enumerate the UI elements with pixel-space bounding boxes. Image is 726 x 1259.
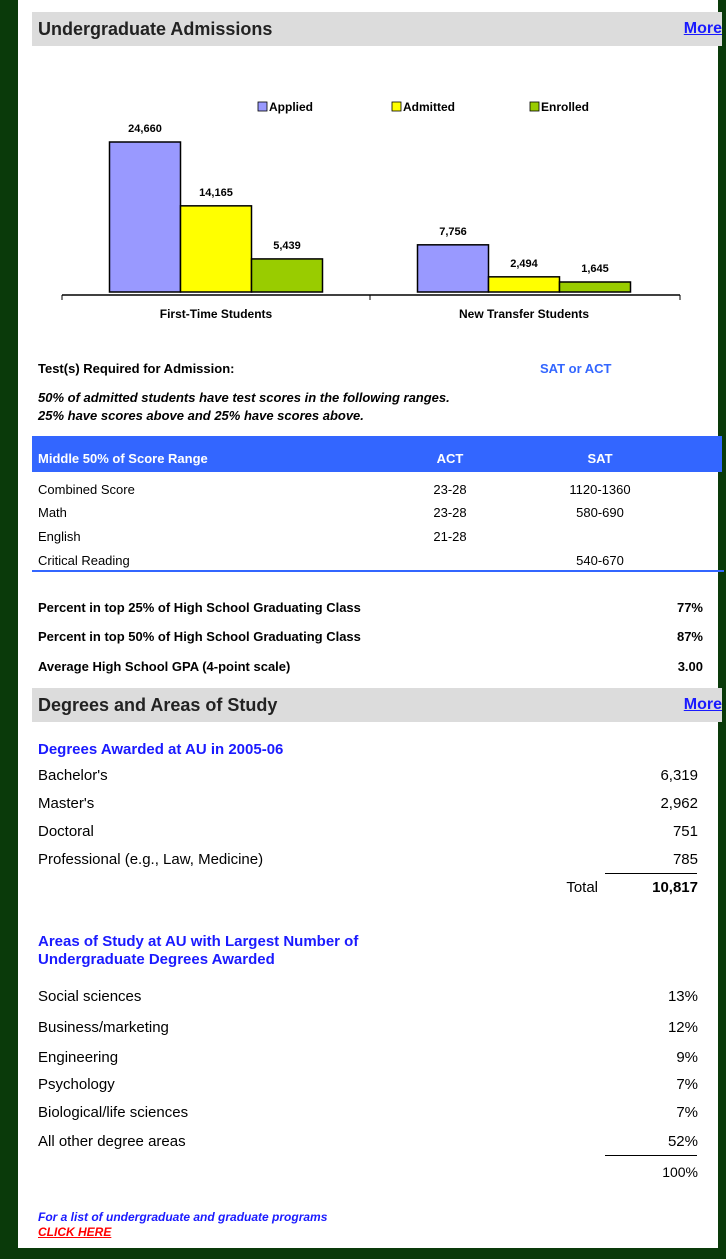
subheading: Degrees Awarded at AU in 2005-06 <box>38 741 284 758</box>
table-header <box>32 436 722 472</box>
area-value: 7% <box>676 1104 698 1121</box>
area-value: 7% <box>676 1076 698 1093</box>
sum-rule <box>605 873 697 874</box>
row-label: English <box>38 529 81 544</box>
header-cell: ACT <box>436 451 464 466</box>
act-cell: 23-28 <box>433 505 467 520</box>
stat-value: 87% <box>676 629 703 644</box>
degree-value: 751 <box>672 823 698 840</box>
sat-cell: 580-690 <box>576 505 624 520</box>
section-title: Undergraduate Admissions <box>38 19 273 39</box>
value-label: 14,165 <box>199 187 233 199</box>
area-value: 13% <box>667 988 698 1005</box>
tests-note: 50% of admitted students have test score… <box>38 390 450 405</box>
total-label: Total <box>566 879 598 896</box>
more-link[interactable]: More <box>683 20 722 37</box>
subheading: Undergraduate Degrees Awarded <box>38 951 275 968</box>
area-label: Engineering <box>38 1049 119 1066</box>
row-label: Critical Reading <box>38 553 130 568</box>
stat-value: 3.00 <box>677 659 703 674</box>
section-header: Undergraduate Admissions More <box>32 12 722 46</box>
area-value: 12% <box>667 1019 698 1036</box>
header-cell: SAT <box>587 451 613 466</box>
tests-note: 25% have scores above and 25% have score… <box>38 408 364 423</box>
degree-label: Bachelor's <box>38 767 108 784</box>
bar <box>416 244 490 293</box>
bar <box>558 281 632 293</box>
row-label: Math <box>38 505 67 520</box>
degree-value: 2,962 <box>660 795 698 812</box>
total-value: 10,817 <box>652 879 698 896</box>
sat-cell: 1120-1360 <box>569 482 631 497</box>
footer-link[interactable]: CLICK HERE <box>38 1225 112 1239</box>
legend-swatch <box>529 101 540 112</box>
sat-cell: 540-670 <box>576 553 624 568</box>
degree-value: 785 <box>672 851 698 868</box>
degree-label: Doctoral <box>38 823 94 840</box>
content-panel: Undergraduate Admissions More Applied Adm… <box>18 0 724 1248</box>
area-label: Psychology <box>38 1076 115 1093</box>
footer-text: For a list of undergraduate and graduate… <box>38 1210 328 1224</box>
legend-label: Admitted <box>403 100 455 114</box>
bar <box>250 258 324 293</box>
act-cell: 21-28 <box>433 529 467 544</box>
area-label: Social sciences <box>38 988 142 1005</box>
header-cell: Middle 50% of Score Range <box>38 451 208 466</box>
table-rule <box>32 570 724 572</box>
category-label: First-Time Students <box>160 307 273 321</box>
bar <box>179 205 253 293</box>
value-label: 24,660 <box>128 123 162 135</box>
act-cell: 23-28 <box>433 482 467 497</box>
value-label: 1,645 <box>581 263 609 275</box>
area-value: 9% <box>676 1049 698 1066</box>
tests-label: Test(s) Required for Admission: <box>38 361 235 376</box>
stat-label: Average High School GPA (4-point scale) <box>38 659 291 674</box>
tests-value: SAT or ACT <box>540 361 612 376</box>
degree-value: 6,319 <box>660 767 698 784</box>
bar-chart: Applied Admitted Enrolled First-Time Studen… <box>61 100 681 321</box>
stat-label: Percent in top 25% of High School Gradua… <box>38 600 361 615</box>
area-label: Biological/life sciences <box>38 1104 189 1121</box>
row-label: Combined Score <box>38 482 135 497</box>
bar <box>487 276 561 293</box>
stat-value: 77% <box>676 600 703 615</box>
category-label: New Transfer Students <box>459 307 589 321</box>
area-label: All other degree areas <box>38 1133 186 1150</box>
value-label: 5,439 <box>273 240 301 252</box>
legend-swatch <box>391 101 402 112</box>
legend-label: Enrolled <box>541 100 589 114</box>
value-label: 2,494 <box>510 258 538 270</box>
areas-total: 100% <box>662 1164 698 1180</box>
area-value: 52% <box>667 1133 698 1150</box>
sum-rule <box>605 1155 697 1156</box>
bar <box>108 141 182 293</box>
section-title: Degrees and Areas of Study <box>38 695 278 715</box>
stat-label: Percent in top 50% of High School Gradua… <box>38 629 361 644</box>
area-label: Business/marketing <box>38 1019 169 1036</box>
legend-label: Applied <box>269 100 313 114</box>
degree-label: Master's <box>38 795 95 812</box>
section-header: Degrees and Areas of Study More <box>32 688 722 722</box>
more-link[interactable]: More <box>683 696 722 713</box>
legend-swatch <box>257 101 268 112</box>
degree-label: Professional (e.g., Law, Medicine) <box>38 851 264 868</box>
value-label: 7,756 <box>439 226 467 238</box>
subheading: Areas of Study at AU with Largest Number… <box>38 933 359 950</box>
